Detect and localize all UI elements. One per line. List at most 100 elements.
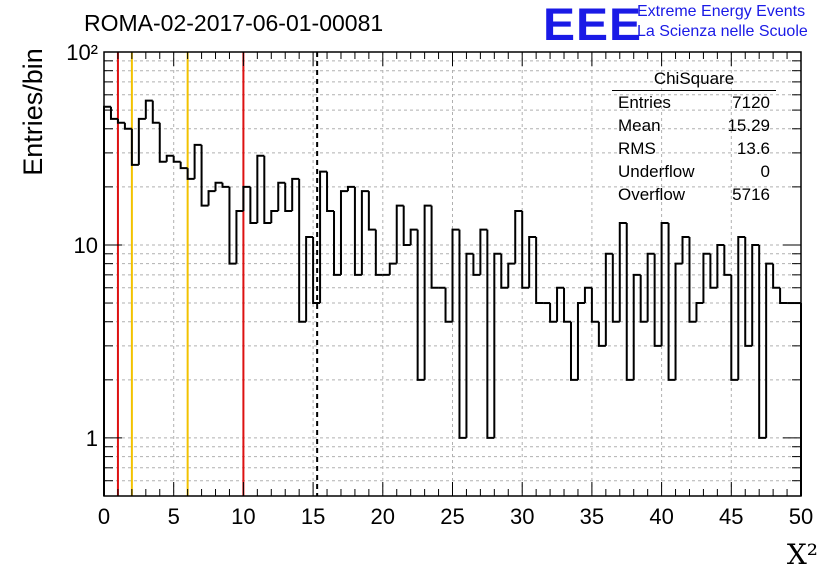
stats-box: ChiSquare Entries 7120 Mean 15.29 RMS 13…: [612, 68, 776, 206]
stats-row-overflow: Overflow 5716: [612, 183, 776, 206]
histogram-bin: [514, 209, 523, 264]
stats-value: 5716: [732, 185, 770, 204]
histogram-bin: [165, 154, 174, 162]
histogram-bin: [144, 99, 153, 119]
histogram-bin: [444, 287, 453, 323]
histogram-bin: [333, 210, 341, 276]
histogram-bin: [639, 274, 648, 323]
histogram-bin: [298, 178, 307, 323]
y-tick-label: 10²: [66, 40, 98, 65]
histogram-bin: [744, 236, 753, 347]
stats-value: 7120: [732, 93, 770, 112]
histogram-bin: [695, 302, 704, 322]
histogram-bin: [319, 170, 328, 304]
histogram-bin: [563, 287, 571, 323]
histogram-bin: [221, 182, 230, 188]
histogram-bin: [632, 273, 641, 380]
histogram-bin: [472, 253, 481, 276]
histogram-bin: [402, 205, 411, 246]
histogram-bin: [549, 303, 558, 323]
histogram-bin: [207, 190, 216, 206]
histogram-bin: [291, 177, 300, 211]
histogram-bin: [360, 190, 369, 275]
histogram-bin: [590, 287, 599, 323]
brand-tagline: La Scienza nelle Scuole: [637, 23, 808, 40]
histogram-bin: [235, 209, 244, 264]
histogram: [103, 99, 802, 496]
histogram-bin: [604, 252, 613, 346]
histogram-bin: [730, 274, 739, 381]
chart-title: ROMA-02-2017-06-01-00081: [84, 10, 384, 36]
histogram-bin: [109, 106, 118, 120]
histogram-bin: [702, 252, 711, 304]
histogram-bin: [758, 244, 767, 439]
histogram-bin: [193, 143, 202, 179]
x-tick-label: 30: [510, 504, 534, 529]
stats-label: Mean: [618, 116, 661, 135]
histogram-bin: [186, 168, 195, 180]
histogram-bin: [388, 262, 397, 275]
histogram-bin: [674, 262, 683, 380]
histogram-bin: [458, 229, 467, 439]
histogram-bin: [409, 228, 418, 245]
stats-row-rms: RMS 13.6: [612, 137, 776, 160]
y-axis-label: Entries/bin: [18, 48, 48, 176]
histogram-bin: [653, 253, 662, 347]
histogram-bin: [172, 155, 181, 163]
stats-value: 15.29: [727, 116, 770, 135]
tick-labels: 0 5 10 15 20 25 30 35 40 45 50 1 10 10²: [66, 40, 813, 529]
histogram-bin: [346, 185, 355, 192]
histogram-bin: [667, 222, 676, 381]
histogram-bin: [137, 117, 146, 165]
histogram-bin: [367, 191, 376, 231]
stats-row-underflow: Underflow 0: [612, 160, 776, 183]
histogram-bin: [158, 122, 167, 163]
histogram-bin: [521, 210, 530, 289]
histogram-bin: [556, 286, 565, 322]
histogram-bin: [772, 263, 781, 289]
histogram-bin: [535, 236, 544, 305]
histogram-bin: [214, 181, 223, 192]
x-tick-label: 35: [580, 504, 604, 529]
histogram-bin: [151, 100, 160, 124]
x-tick-label: 45: [719, 504, 743, 529]
stats-row-mean: Mean 15.29: [612, 114, 776, 137]
x-tick-label: 40: [649, 504, 673, 529]
histogram-bin: [326, 171, 335, 212]
histogram-bin: [493, 252, 502, 438]
histogram-bin: [116, 118, 125, 124]
histogram-bin: [374, 229, 383, 276]
histogram-bin: [569, 321, 578, 381]
histogram-bin: [123, 122, 132, 130]
histogram-bin: [263, 155, 272, 224]
x-axis-label: X²: [787, 538, 818, 571]
histogram-bin: [339, 190, 348, 275]
y-tick-label: 10: [74, 233, 98, 258]
stats-label: RMS: [618, 139, 656, 158]
x-tick-label: 15: [301, 504, 325, 529]
histogram-bin: [751, 243, 760, 346]
stats-row-entries: Entries 7120: [612, 91, 776, 114]
stats-label: Underflow: [618, 162, 695, 181]
histogram-bin: [479, 228, 488, 275]
histogram-bin: [465, 252, 474, 438]
histogram-bin: [716, 243, 725, 288]
histogram-bin: [528, 235, 537, 288]
brand-name: Extreme Energy Events: [637, 3, 806, 20]
histogram-bin: [611, 253, 620, 323]
x-tick-label: 20: [371, 504, 395, 529]
histogram-bin: [179, 161, 188, 170]
histogram-bin: [765, 262, 774, 438]
histogram-bin: [451, 228, 460, 322]
stats-title: ChiSquare: [612, 68, 776, 91]
histogram-bin: [284, 182, 293, 212]
y-tick-label: 1: [86, 426, 98, 451]
marker-lines: [116, 52, 319, 496]
histogram-bin: [709, 253, 718, 289]
histogram-bin: [312, 236, 321, 305]
stats-label: Overflow: [618, 185, 686, 204]
histogram-bin: [625, 222, 634, 381]
histogram-bin: [353, 186, 362, 276]
histogram-bin: [723, 244, 732, 276]
